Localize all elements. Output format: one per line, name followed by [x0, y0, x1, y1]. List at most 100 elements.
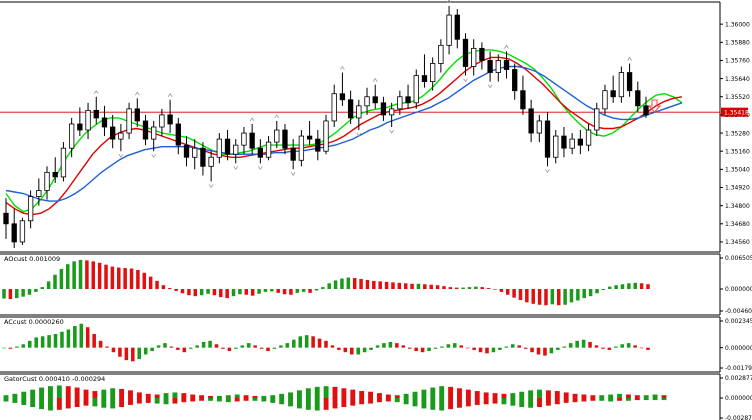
candle-body-down [93, 109, 99, 119]
candle-body-up [594, 108, 600, 131]
candle [101, 105, 108, 137]
ao-bar [123, 268, 127, 290]
ao-bar [59, 268, 64, 290]
gator-upper-bar [92, 391, 98, 398]
ac-bar [195, 345, 199, 348]
candle [175, 117, 181, 155]
gator-upper-bar [145, 393, 151, 398]
candle-body-up [208, 156, 214, 167]
gator-upper-bar [341, 388, 347, 398]
gator-lower-bar [208, 398, 213, 401]
gator-upper-bar [252, 395, 258, 398]
fractal-up-icon [504, 44, 509, 49]
gator-lower-bar [430, 398, 436, 410]
gator-lower-bar [545, 398, 551, 406]
candle-body-up [44, 171, 50, 191]
ao-bar [480, 287, 484, 290]
ac-bar [375, 345, 380, 348]
gator-lower-bar [465, 398, 471, 407]
gator-upper-bar [563, 392, 569, 398]
gator-upper-bar [225, 395, 231, 398]
ao-bar [525, 289, 529, 303]
candle [85, 102, 91, 140]
candle [224, 130, 231, 161]
candle-body-up [36, 190, 42, 197]
gator-lower-bar [296, 398, 302, 409]
fractal-up-icon [167, 93, 173, 97]
gator-upper-bar [377, 393, 382, 398]
ao-bar [136, 269, 140, 290]
candle-body-down [175, 123, 181, 146]
gator-upper-bar [439, 386, 445, 398]
ac-bar [73, 326, 77, 348]
ao-bar [429, 284, 433, 290]
candle [487, 51, 493, 82]
gator-upper-bar [279, 393, 285, 398]
ac-bar [349, 347, 354, 355]
fractal-up-icon [274, 114, 280, 119]
gator-lower-bar [412, 398, 418, 407]
gator-upper-bar [537, 389, 542, 398]
gator-lower-bar [457, 398, 462, 408]
gator-upper-bar [492, 393, 498, 398]
ac-bar [124, 347, 129, 361]
gator-upper-bar [3, 395, 9, 398]
ac-bar [53, 334, 58, 348]
ao-bar [627, 283, 631, 290]
ao-bar [410, 283, 414, 290]
candle-body-down [77, 123, 83, 131]
candle-body-down [372, 96, 378, 104]
ac-bar [614, 346, 618, 348]
ac-bar [465, 347, 470, 349]
ao-bar [231, 289, 236, 297]
ac-bar [517, 345, 521, 348]
ao-bar [168, 288, 172, 290]
candle [471, 39, 477, 76]
ac-bar [85, 327, 90, 348]
gator-lower-bar [92, 398, 98, 407]
ao-bar [301, 289, 306, 292]
gator-upper-bar [634, 395, 640, 398]
ao-bar [276, 289, 280, 293]
gator-upper-bar [359, 391, 365, 398]
candle [626, 63, 633, 97]
ao-bar [435, 285, 440, 290]
ao-bar [104, 264, 108, 290]
gator-upper-bar [172, 392, 178, 398]
gator-lower-bar [3, 398, 9, 402]
current-price-tag: 1.35418 [721, 107, 749, 117]
fractal-down-icon [290, 172, 296, 177]
gator-upper-bar [314, 386, 320, 398]
candle-body-up [331, 93, 337, 122]
ac-bar [382, 343, 386, 348]
ac-bar [453, 343, 457, 348]
candle [60, 142, 67, 182]
gator-upper-bar [199, 395, 205, 398]
candle [364, 87, 370, 115]
ac-bar [414, 347, 418, 352]
ac-bar [626, 343, 631, 348]
candle [298, 130, 305, 167]
gator-panel: GatorCust 0.000410 -0.000294 0.0028770.0… [0, 373, 752, 420]
ao-bar [544, 289, 548, 306]
gator-upper-bar [154, 394, 160, 398]
candle [512, 63, 518, 100]
ac-bar [163, 343, 167, 348]
candle-body-up [495, 60, 501, 73]
gator-lower-bar [154, 398, 160, 404]
price-tick-label: 1.35760 [725, 58, 750, 65]
ao-bar [46, 281, 51, 290]
fractal-up-icon [446, 0, 452, 4]
ac-bar [272, 347, 277, 349]
gator-lower-bar [199, 398, 205, 401]
candle [503, 51, 510, 79]
candle [356, 99, 362, 131]
candle [249, 123, 255, 155]
ao-bar [474, 286, 478, 290]
candle [44, 166, 50, 200]
ao-bar [505, 289, 510, 295]
ac-bar [607, 347, 612, 350]
gator-upper-bar [332, 386, 338, 398]
ac-bar [556, 347, 560, 350]
ao-bar [155, 280, 159, 290]
